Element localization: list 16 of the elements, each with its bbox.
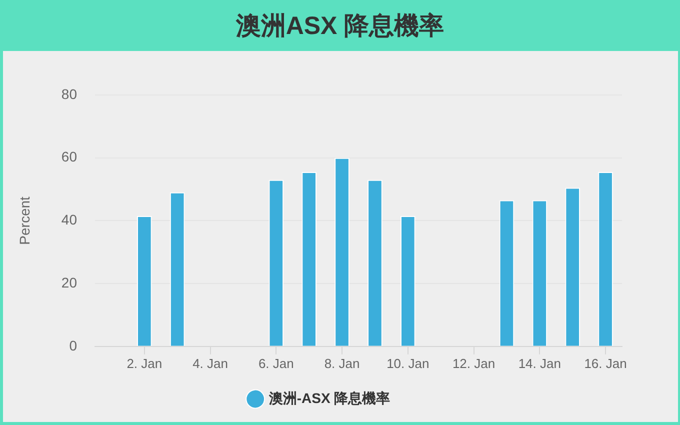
x-tick-label: 6. Jan: [258, 356, 294, 371]
x-tick-label: 12. Jan: [452, 356, 496, 371]
y-tick-label: 20: [61, 274, 78, 290]
x-tick-label: 14. Jan: [518, 356, 561, 371]
chart-title: 澳洲ASX 降息機率: [234, 11, 446, 42]
y-tick-label: 0: [69, 337, 78, 354]
x-tick-label: 16. Jan: [584, 356, 627, 371]
x-tick-label: 8. Jan: [324, 356, 360, 371]
y-tick-label: 40: [61, 212, 78, 228]
x-tick-label: 4. Jan: [192, 356, 228, 371]
y-tick-label: 80: [61, 86, 78, 102]
legend-label: 澳洲-ASX 降息機率: [268, 390, 390, 406]
x-tick-label: 10. Jan: [386, 356, 430, 371]
x-tick-label: 2. Jan: [126, 356, 162, 371]
y-tick-label: 60: [61, 148, 78, 165]
y-axis-title: Percent: [16, 196, 32, 245]
